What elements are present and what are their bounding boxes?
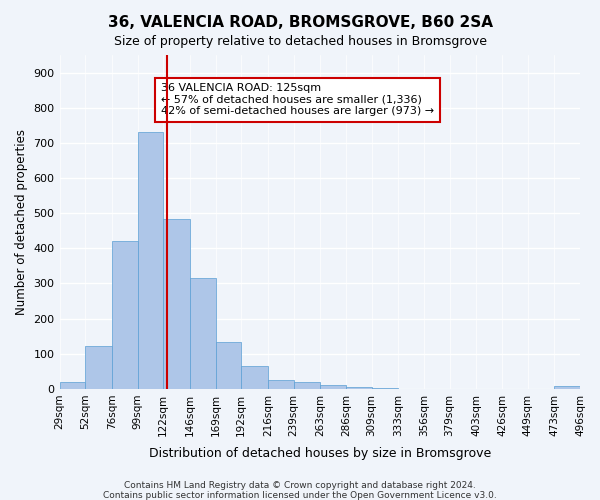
Bar: [190, 278, 215, 389]
Bar: [112, 242, 137, 389]
Bar: [85, 346, 112, 389]
Text: Contains public sector information licensed under the Open Government Licence v3: Contains public sector information licen…: [103, 491, 497, 500]
Bar: [293, 382, 320, 389]
Text: 36, VALENCIA ROAD, BROMSGROVE, B60 2SA: 36, VALENCIA ROAD, BROMSGROVE, B60 2SA: [107, 15, 493, 30]
Text: 36 VALENCIA ROAD: 125sqm
← 57% of detached houses are smaller (1,336)
42% of sem: 36 VALENCIA ROAD: 125sqm ← 57% of detach…: [161, 83, 434, 116]
X-axis label: Distribution of detached houses by size in Bromsgrove: Distribution of detached houses by size …: [149, 447, 491, 460]
Bar: [137, 132, 163, 389]
Bar: [59, 382, 85, 389]
Bar: [554, 386, 580, 389]
Bar: [215, 342, 241, 389]
Bar: [346, 387, 371, 389]
Bar: [320, 386, 346, 389]
Bar: [371, 388, 398, 389]
Text: Contains HM Land Registry data © Crown copyright and database right 2024.: Contains HM Land Registry data © Crown c…: [124, 481, 476, 490]
Bar: [268, 380, 293, 389]
Text: Size of property relative to detached houses in Bromsgrove: Size of property relative to detached ho…: [113, 35, 487, 48]
Bar: [163, 219, 190, 389]
Y-axis label: Number of detached properties: Number of detached properties: [15, 129, 28, 315]
Bar: [241, 366, 268, 389]
